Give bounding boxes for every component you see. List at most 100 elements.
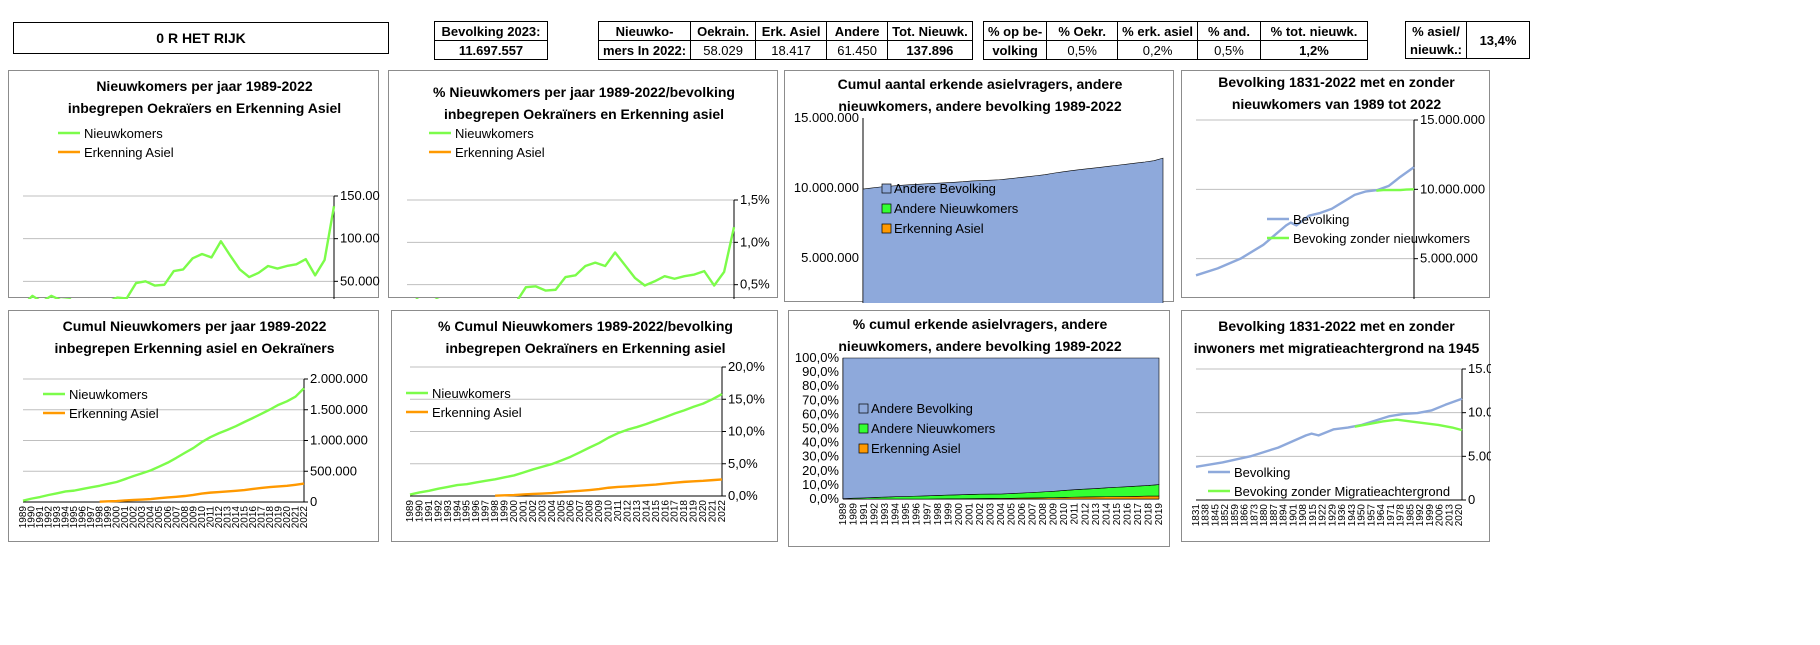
pop-value: 11.697.557	[434, 40, 548, 60]
legend-swatch	[881, 223, 892, 234]
x-tick-label: 1997	[86, 506, 97, 529]
x-tick-label: 2020	[282, 506, 293, 529]
y-tick-label: 0	[310, 494, 317, 509]
x-tick-label: 2013	[222, 506, 233, 529]
chart-panel-2: % Nieuwkomers per jaar 1989-2022/bevolki…	[388, 70, 778, 299]
x-tick-label: 1994	[452, 500, 463, 523]
x-tick-label: 1971	[1386, 504, 1397, 527]
x-tick-label: 1887	[1269, 504, 1280, 527]
x-tick-label: 1995	[901, 503, 912, 526]
x-tick-label: 2019	[1154, 503, 1165, 526]
chart-panel-7: % cumul erkende asielvragers, andere nieu…	[788, 310, 1170, 547]
y-tick-label: 2.000.000	[310, 371, 368, 386]
x-tick-label: 2016	[1122, 503, 1133, 526]
x-tick-label: 2003	[137, 506, 148, 529]
chart-panel-8: Bevolking 1831-2022 met en zonder inwoner…	[1181, 310, 1491, 542]
x-tick-label: 1915	[1308, 504, 1319, 527]
x-tick-label: 2015	[651, 500, 662, 523]
asiel-value: 13,4%	[1466, 21, 1531, 59]
x-tick-label: 2004	[146, 506, 157, 529]
x-tick-label: 2017	[670, 500, 681, 523]
y-tick-label: 150.000	[340, 188, 380, 203]
x-tick-label: 1993	[443, 500, 454, 523]
x-tick-label: 1993	[880, 503, 891, 526]
y-tick-label: 0,0%	[809, 491, 839, 506]
col-tot-nieuwk: Tot. Nieuwk.	[887, 21, 973, 41]
pct-label-2: volking	[982, 40, 1048, 60]
y-tick-label: 0,0%	[728, 488, 758, 503]
x-tick-label: 1989	[18, 506, 29, 529]
x-tick-label: 1996	[78, 506, 89, 529]
y-tick-label: 10,0%	[728, 424, 765, 439]
x-tick-label: 2000	[954, 503, 965, 526]
y-tick-label: 5.000.000	[1420, 251, 1478, 266]
chart-cumulative-newcomers: Cumul Nieuwkomers per jaar 1989-2022 inbe…	[18, 318, 368, 529]
chart-title-line: Cumul Nieuwkomers per jaar 1989-2022	[63, 318, 327, 334]
legend-label: Andere Nieuwkomers	[871, 421, 996, 436]
y-tick-label: 40,0%	[802, 435, 839, 450]
x-tick-label: 2017	[256, 506, 267, 529]
x-tick-label: 2007	[575, 500, 586, 523]
x-tick-label: 1922	[1318, 504, 1329, 527]
x-tick-label: 2013	[1091, 503, 1102, 526]
x-tick-label: 1990	[414, 500, 425, 523]
x-tick-label: 2019	[273, 506, 284, 529]
chart-panel-1: Nieuwkomers per jaar 1989-2022 inbegrepen…	[8, 70, 380, 299]
legend-label: Bevolking	[1234, 465, 1290, 480]
val-erk-asiel: 18.417	[755, 40, 828, 60]
x-tick-label: 2002	[129, 506, 140, 529]
x-tick-label: 1991	[424, 500, 435, 523]
chart-pct-cumulative-newcomers: % Cumul Nieuwkomers 1989-2022/bevolking i…	[405, 318, 765, 523]
x-tick-label: 1998	[490, 500, 501, 523]
series-line-nieuwkomers	[27, 206, 336, 299]
x-tick-label: 1908	[1298, 504, 1309, 527]
x-tick-label: 2020	[1454, 504, 1465, 527]
y-tick-label: 10.000.000	[1468, 405, 1491, 420]
x-tick-label: 1950	[1357, 504, 1368, 527]
x-tick-label: 2010	[604, 500, 615, 523]
x-tick-label: 1991	[859, 503, 870, 526]
y-tick-label: 1.500.000	[310, 402, 368, 417]
x-tick-label: 1831	[1191, 504, 1202, 527]
x-tick-label: 2005	[1007, 503, 1018, 526]
x-tick-label: 1838	[1201, 504, 1212, 527]
val-andere: 61.450	[826, 40, 889, 60]
chart-title-line: inwoners met migratieachtergrond na 1945	[1194, 340, 1480, 356]
x-tick-label: 2007	[1028, 503, 1039, 526]
chart-title-line: % cumul erkende asielvragers, andere	[853, 316, 1108, 332]
col-oekrain: Oekrain.	[690, 21, 757, 41]
x-tick-label: 2006	[1017, 503, 1028, 526]
asiel-label-2: nieuwk.:	[1404, 40, 1468, 59]
series-line-nieuwkomers	[415, 226, 736, 299]
pct-val-and: 0,5%	[1197, 40, 1261, 60]
y-tick-label: 50.000	[340, 273, 380, 288]
x-tick-label: 2005	[154, 506, 165, 529]
val-tot-nieuwk: 137.896	[887, 40, 973, 60]
x-tick-label: 1994	[891, 503, 902, 526]
chart-title-line: inbegrepen Erkenning asiel en Oekraïners	[54, 340, 334, 356]
x-tick-label: 2010	[1059, 503, 1070, 526]
region-title: 0 R HET RIJK	[156, 30, 246, 46]
x-tick-label: 2000	[112, 506, 123, 529]
legend-label: Andere Bevolking	[894, 181, 996, 196]
x-tick-label: 1873	[1249, 504, 1260, 527]
chart-panel-4: Bevolking 1831-2022 met en zonder nieuwko…	[1181, 70, 1490, 299]
y-tick-label: 15.000.000	[1420, 112, 1485, 127]
legend-label: Erkenning Asiel	[432, 405, 522, 420]
y-tick-label: 100.000	[340, 231, 380, 246]
x-tick-label: 2020	[698, 500, 709, 523]
x-tick-label: 1991	[35, 506, 46, 529]
x-tick-label: 1929	[1327, 504, 1338, 527]
chart-title-line: inbegrepen Oekraïers en Erkenning Asiel	[68, 100, 341, 116]
y-tick-label: 15,0%	[728, 391, 765, 406]
y-tick-label: 1.000.000	[310, 433, 368, 448]
x-tick-label: 1989	[405, 500, 416, 523]
legend-swatch	[858, 443, 869, 454]
legend-label: Nieuwkomers	[84, 126, 163, 141]
x-tick-label: 2016	[248, 506, 259, 529]
legend-label: Andere Bevolking	[871, 401, 973, 416]
x-tick-label: 2005	[556, 500, 567, 523]
chart-title-line: inbegrepen Oekraïners en Erkenning asiel	[444, 106, 724, 122]
x-tick-label: 2006	[566, 500, 577, 523]
chart-title-line: Bevolking 1831-2022 met en zonder	[1218, 74, 1455, 90]
